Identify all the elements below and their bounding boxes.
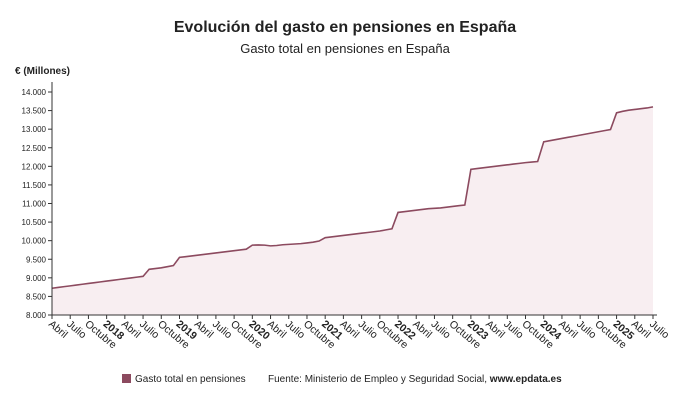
x-tick-label: Julio bbox=[429, 318, 453, 341]
y-tick-label: 9.000 bbox=[26, 274, 47, 283]
y-tick-label: 14.000 bbox=[22, 88, 47, 97]
y-tick-label: 8.000 bbox=[26, 311, 47, 320]
y-tick-label: 10.500 bbox=[22, 218, 47, 227]
y-tick-label: 10.000 bbox=[22, 237, 47, 246]
line bbox=[51, 106, 654, 290]
y-tick-label: 8.500 bbox=[26, 292, 47, 301]
source: Fuente: Ministerio de Empleo y Seguridad… bbox=[268, 374, 562, 385]
y-tick-label: 13.500 bbox=[22, 107, 47, 116]
legend: Gasto total en pensiones Fuente: Ministe… bbox=[122, 374, 562, 385]
source-text: Fuente: Ministerio de Empleo y Seguridad… bbox=[268, 374, 487, 385]
x-tick-label: Julio bbox=[283, 318, 307, 341]
y-tick-label: 13.000 bbox=[22, 125, 47, 134]
y-axis-label: € (Millones) bbox=[15, 66, 70, 77]
y-tick-label: 12.000 bbox=[22, 162, 47, 171]
x-tick-label: Julio bbox=[574, 318, 598, 341]
chart-subtitle: Gasto total en pensiones en España bbox=[240, 41, 450, 56]
chart-title: Evolución del gasto en pensiones en Espa… bbox=[174, 19, 516, 36]
x-tick-label: Julio bbox=[356, 318, 380, 341]
x-tick-label: Julio bbox=[210, 318, 234, 341]
x-tick-label: Julio bbox=[137, 318, 161, 341]
x-tick-label: Julio bbox=[647, 318, 671, 341]
area bbox=[52, 106, 653, 316]
y-tick-label: 11.000 bbox=[22, 200, 46, 209]
source-link: www.epdata.es bbox=[489, 374, 562, 385]
y-tick-label: 12.500 bbox=[22, 144, 47, 153]
y-tick-label: 11.500 bbox=[22, 181, 46, 190]
legend-label: Gasto total en pensiones bbox=[135, 374, 246, 385]
y-tick-label: 9.500 bbox=[26, 255, 47, 264]
legend-swatch bbox=[122, 374, 131, 383]
x-tick-label: Julio bbox=[501, 318, 525, 341]
x-tick-label: Julio bbox=[64, 318, 88, 341]
x-tick-label: Abril bbox=[46, 318, 70, 341]
